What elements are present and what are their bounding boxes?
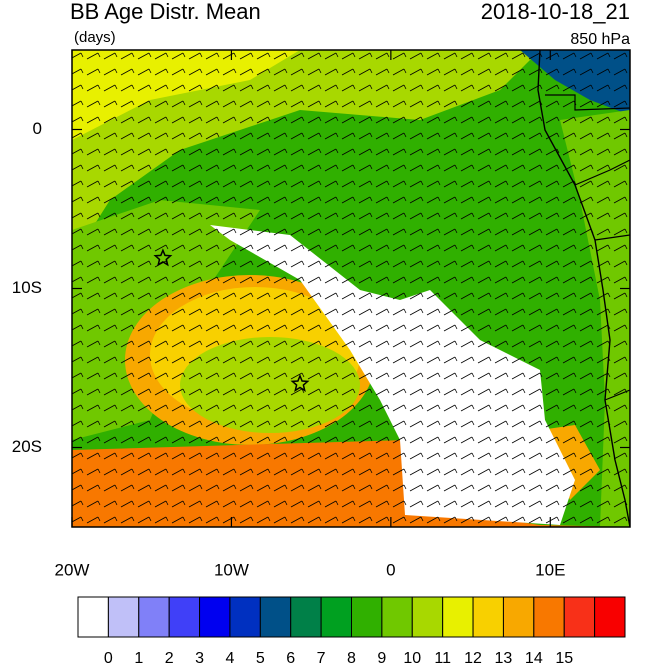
borders bbox=[545, 94, 630, 401]
wind-barbs bbox=[72, 50, 630, 527]
colorbar-box bbox=[107, 596, 140, 638]
field bbox=[72, 50, 630, 527]
y-tick-label: 20S bbox=[12, 437, 42, 456]
colorbar-box bbox=[259, 596, 292, 638]
colorbar-box bbox=[563, 596, 596, 638]
colorbar-label: 1 bbox=[134, 650, 143, 667]
colorbar-box bbox=[594, 596, 626, 638]
date: 2018-10-18_21 bbox=[481, 0, 630, 24]
level: 850 hPa bbox=[570, 31, 630, 48]
marker-star bbox=[290, 373, 310, 392]
x-tick-label: 10E bbox=[535, 560, 565, 579]
colorbar-label: 14 bbox=[525, 650, 543, 667]
colorbar-label: 15 bbox=[555, 650, 573, 667]
colorbar-label: 6 bbox=[286, 650, 295, 667]
colorbar-box bbox=[199, 596, 231, 638]
colorbar-label: 12 bbox=[464, 650, 482, 667]
title: BB Age Distr. Mean bbox=[70, 0, 261, 24]
colorbar-box bbox=[351, 596, 383, 638]
x-tick-label: 20W bbox=[55, 560, 90, 579]
colorbar-box bbox=[533, 596, 565, 638]
colorbar-box bbox=[290, 596, 322, 638]
colorbar-label: 9 bbox=[377, 650, 386, 667]
colorbar-box bbox=[381, 596, 413, 638]
coastline bbox=[537, 50, 630, 527]
y-tick-label: 0 bbox=[33, 119, 42, 138]
colorbar-label: 5 bbox=[256, 650, 265, 667]
subtitle: (days) bbox=[74, 29, 116, 46]
colorbar-box bbox=[229, 596, 261, 638]
colorbar-label: 8 bbox=[347, 650, 356, 667]
colorbar-box bbox=[502, 596, 535, 638]
colorbar-box bbox=[168, 596, 201, 638]
colorbar-label: 2 bbox=[165, 650, 174, 667]
colorbar-label: 10 bbox=[403, 650, 421, 667]
colorbar-box bbox=[472, 596, 504, 638]
colorbar-label: 3 bbox=[195, 650, 204, 667]
colorbar-box bbox=[138, 596, 170, 638]
colorbar-label: 0 bbox=[104, 650, 113, 667]
colorbar-box bbox=[77, 596, 109, 638]
colorbar-label: 11 bbox=[434, 650, 451, 667]
marker-star bbox=[153, 248, 173, 267]
colorbar-label: 4 bbox=[225, 650, 234, 667]
x-tick-label: 0 bbox=[386, 560, 395, 579]
colorbar-box bbox=[320, 596, 353, 638]
y-tick-label: 10S bbox=[12, 278, 42, 297]
colorbar-label: 7 bbox=[317, 650, 326, 667]
colorbar-box bbox=[442, 596, 474, 638]
x-tick-label: 10W bbox=[214, 560, 249, 579]
colorbar-box bbox=[411, 596, 444, 638]
colorbar-label: 13 bbox=[495, 650, 513, 667]
